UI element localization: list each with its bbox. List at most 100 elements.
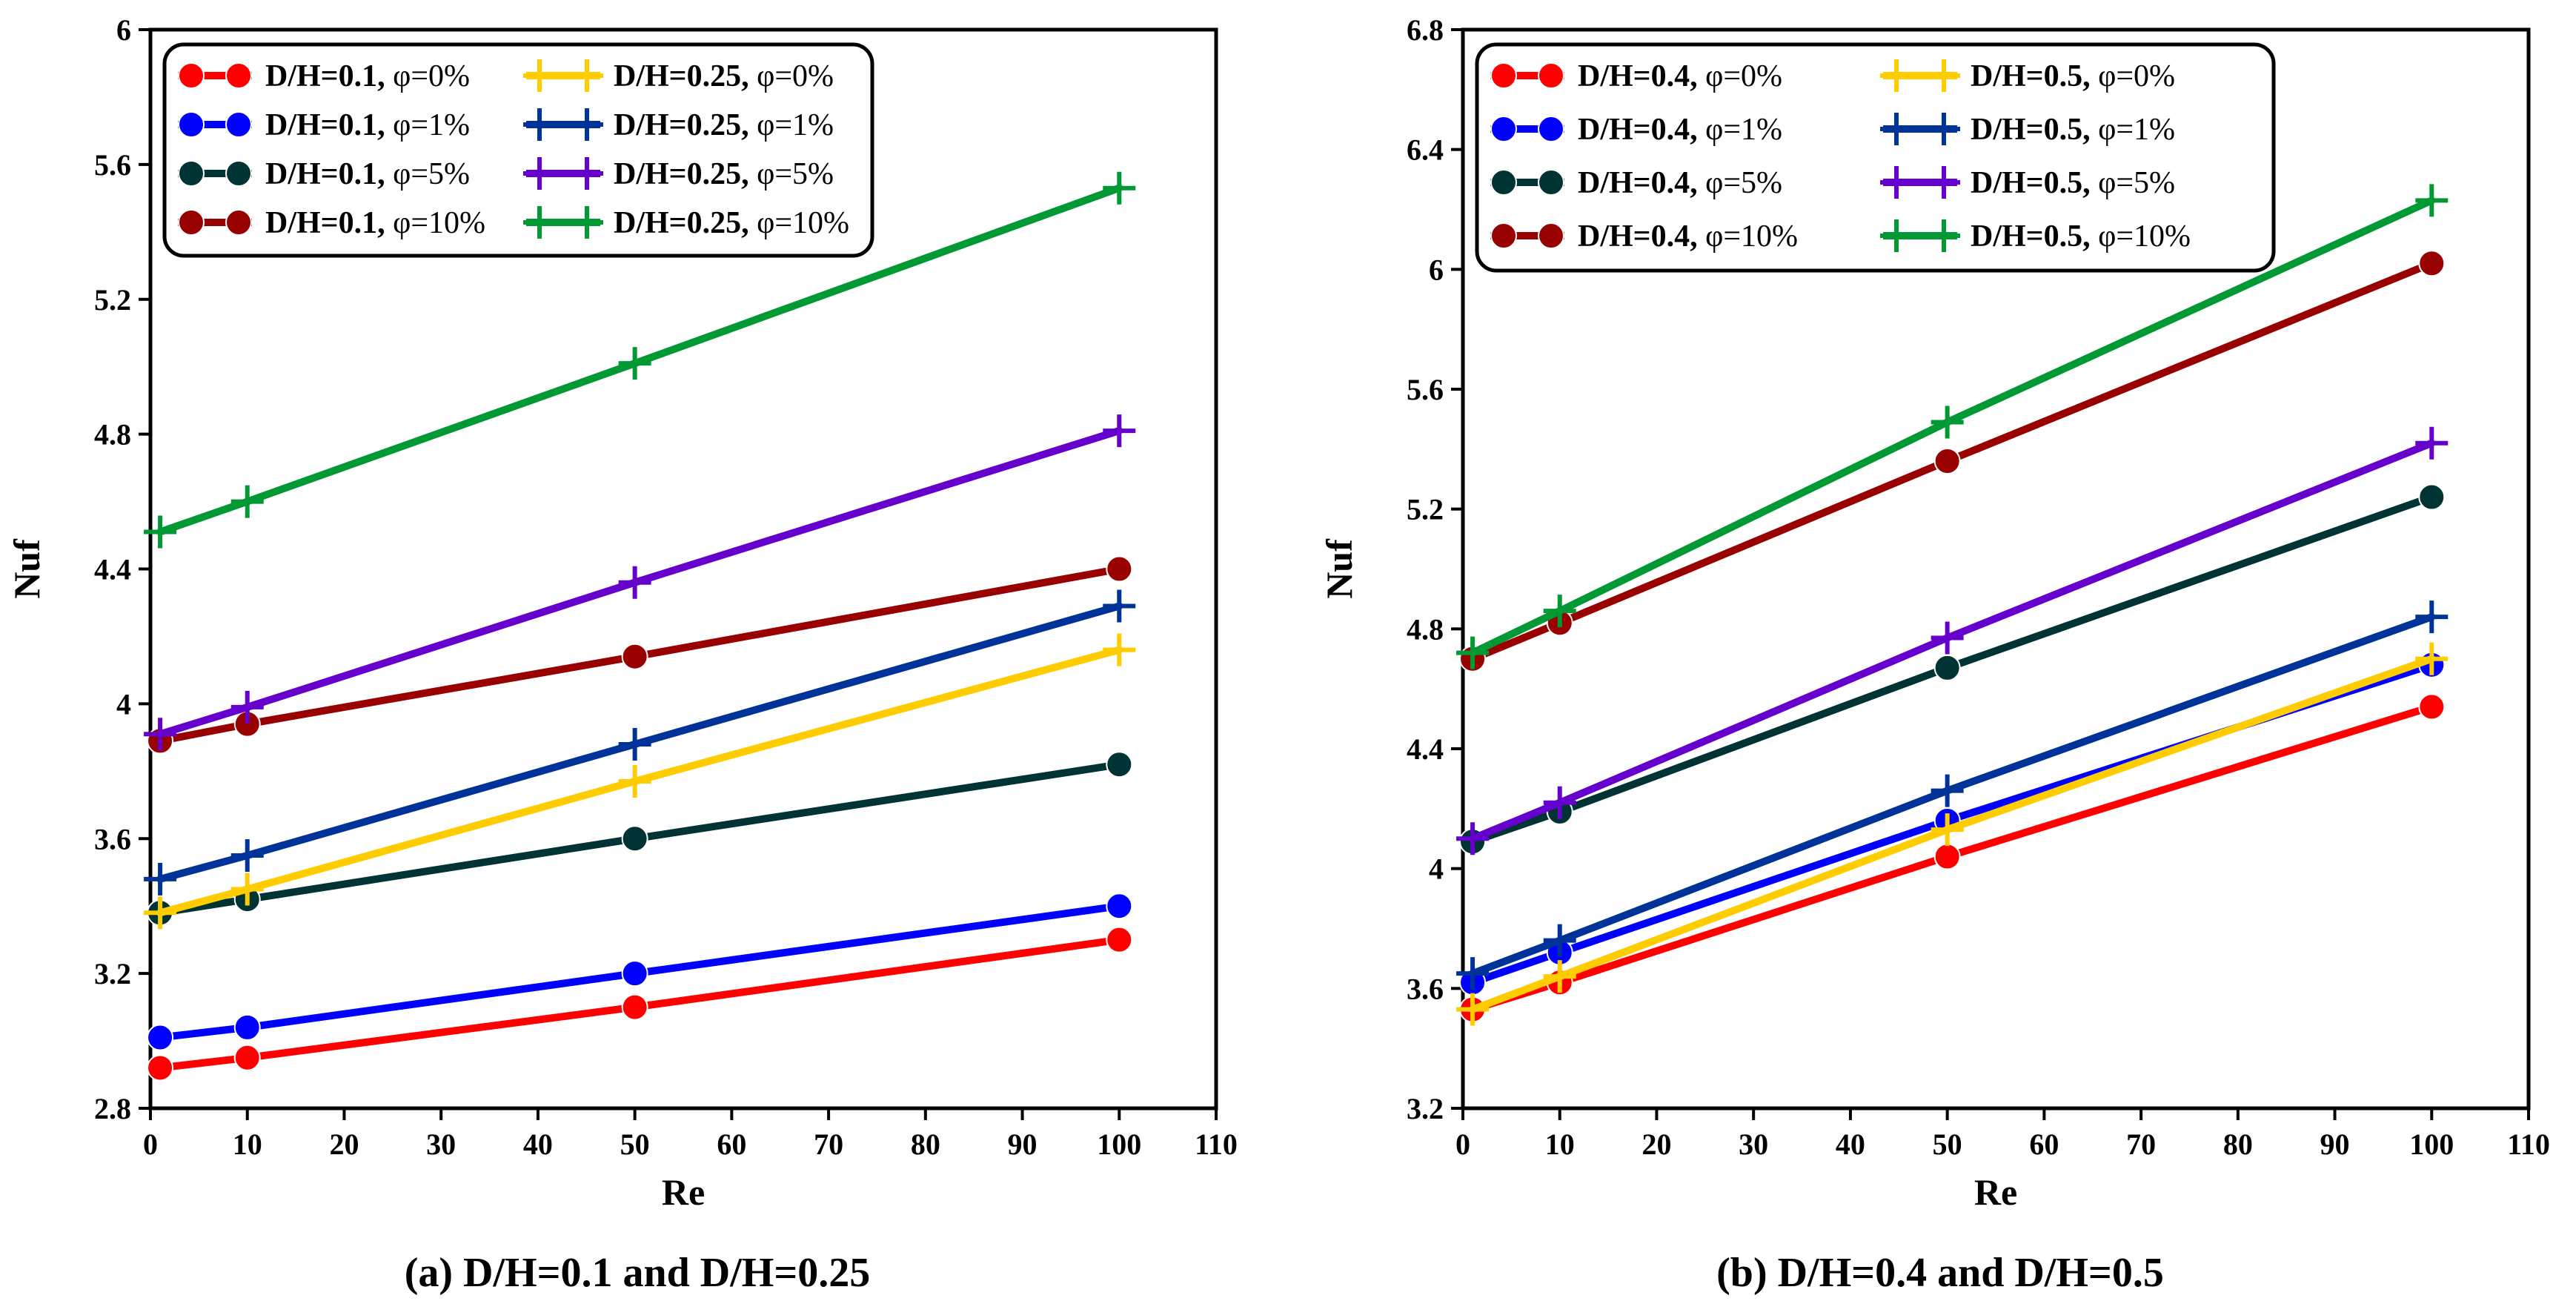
legend-dh: D/H=0.1,	[265, 206, 385, 240]
legend-phi: φ=5%	[1698, 166, 1782, 200]
data-point	[1456, 957, 1490, 990]
series-line	[1469, 493, 2436, 846]
legend-marker	[225, 160, 252, 187]
series-line	[156, 565, 1123, 745]
legend-item: D/H=0.4, φ=0%	[1490, 59, 1782, 93]
y-axis-label: Nuf	[6, 538, 47, 599]
legend-marker	[1538, 116, 1564, 142]
x-tick-label: 30	[1739, 1128, 1768, 1161]
legend-marker	[523, 59, 556, 92]
data-point	[618, 566, 651, 599]
x-tick-label: 50	[620, 1128, 650, 1161]
y-tick-label: 5.2	[1407, 493, 1444, 526]
data-point	[230, 690, 264, 724]
legend-dh: D/H=0.4,	[1578, 219, 1698, 254]
legend-marker	[1490, 169, 1517, 196]
legend-item: D/H=0.25, φ=1%	[523, 108, 834, 142]
legend-label: D/H=0.4, φ=1%	[1578, 113, 1782, 147]
legend-marker	[178, 62, 205, 89]
data-point	[1106, 751, 1133, 778]
x-tick-label: 60	[717, 1128, 746, 1161]
legend-marker	[1928, 166, 1960, 199]
legend-phi: φ=1%	[385, 108, 470, 142]
data-point	[230, 873, 264, 906]
legend-label: D/H=0.25, φ=0%	[614, 59, 834, 93]
series-8	[144, 171, 1136, 549]
legend-marker	[1490, 116, 1517, 142]
data-point	[2415, 642, 2449, 675]
data-point	[621, 960, 648, 987]
series-line	[1469, 439, 2436, 843]
y-tick-label: 3.2	[94, 957, 131, 990]
legend-phi: φ=0%	[1698, 59, 1782, 93]
legend-marker	[1880, 59, 1913, 92]
legend-label: D/H=0.5, φ=1%	[1971, 113, 2175, 147]
legend-item: D/H=0.5, φ=1%	[1880, 113, 2175, 147]
series-line	[1469, 655, 2436, 1013]
y-tick-label: 5.6	[94, 148, 131, 182]
series-line	[1469, 196, 2436, 657]
legend-dh: D/H=0.4,	[1578, 166, 1698, 200]
legend-marker	[1928, 113, 1960, 145]
y-tick-label: 6.8	[1407, 13, 1444, 47]
legend-label: D/H=0.5, φ=0%	[1971, 59, 2175, 93]
x-tick-label: 0	[1455, 1128, 1470, 1161]
x-tick-label: 40	[523, 1128, 553, 1161]
legend-phi: φ=1%	[1698, 113, 1782, 147]
x-axis-label: Re	[1974, 1171, 2017, 1213]
legend-marker	[571, 59, 603, 92]
x-axis-label: Re	[662, 1171, 705, 1213]
series-8	[1456, 184, 2449, 669]
x-tick-label: 80	[2223, 1128, 2253, 1161]
legend-phi: φ=10%	[385, 206, 485, 240]
legend-item: D/H=0.25, φ=5%	[523, 157, 834, 191]
data-point	[1103, 633, 1136, 666]
legend-marker	[523, 157, 556, 190]
data-point	[1931, 406, 1964, 439]
x-tick-label: 70	[814, 1128, 843, 1161]
legend-item: D/H=0.1, φ=1%	[178, 108, 470, 142]
legend-phi: φ=0%	[749, 59, 834, 93]
series-line	[156, 184, 1123, 536]
y-tick-label: 3.6	[1407, 972, 1444, 1005]
legend-marker	[178, 160, 205, 187]
data-point	[1933, 654, 1961, 681]
legend-marker	[1880, 166, 1913, 199]
data-point	[1103, 589, 1136, 623]
legend-marker	[1928, 219, 1960, 252]
data-point	[144, 896, 177, 930]
y-tick-label: 4.4	[94, 553, 131, 586]
legend-box	[1475, 42, 2276, 273]
legend-label: D/H=0.4, φ=0%	[1578, 59, 1782, 93]
data-point	[147, 1054, 174, 1082]
legend-phi: φ=1%	[2091, 113, 2175, 147]
x-tick-label: 110	[2507, 1128, 2550, 1161]
legend-marker	[225, 62, 252, 89]
data-point	[2415, 600, 2449, 634]
x-tick-label: 70	[2126, 1128, 2156, 1161]
y-tick-label: 6	[1429, 253, 1444, 286]
data-point	[1543, 924, 1576, 957]
legend-marker	[178, 111, 205, 138]
legend-dh: D/H=0.5,	[1971, 113, 2091, 147]
legend-label: D/H=0.5, φ=5%	[1971, 166, 2175, 200]
x-tick-label: 90	[2320, 1128, 2350, 1161]
data-point	[147, 1024, 174, 1051]
data-point	[621, 643, 648, 670]
legend-dh: D/H=0.25,	[614, 206, 749, 240]
data-point	[1106, 555, 1133, 583]
y-tick-label: 3.2	[1407, 1092, 1444, 1125]
y-axis-label: Nuf	[1318, 538, 1360, 599]
data-point	[144, 862, 177, 896]
legend-item: D/H=0.5, φ=10%	[1880, 219, 2191, 254]
legend-dh: D/H=0.25,	[614, 157, 749, 191]
legend: D/H=0.4, φ=0%D/H=0.4, φ=1%D/H=0.4, φ=5%D…	[1475, 42, 2276, 273]
legend-marker	[1538, 62, 1564, 89]
series-4	[1459, 250, 2446, 672]
data-point	[230, 485, 264, 518]
series-7	[144, 414, 1136, 751]
chart-panel-b: 0 10 20 30 40 50 60 70 80 90 100 110 3.2 3.6 4 4.4 4.8 5.…	[1318, 13, 2550, 1296]
data-point	[618, 727, 651, 761]
legend-item: D/H=0.25, φ=10%	[523, 206, 849, 240]
